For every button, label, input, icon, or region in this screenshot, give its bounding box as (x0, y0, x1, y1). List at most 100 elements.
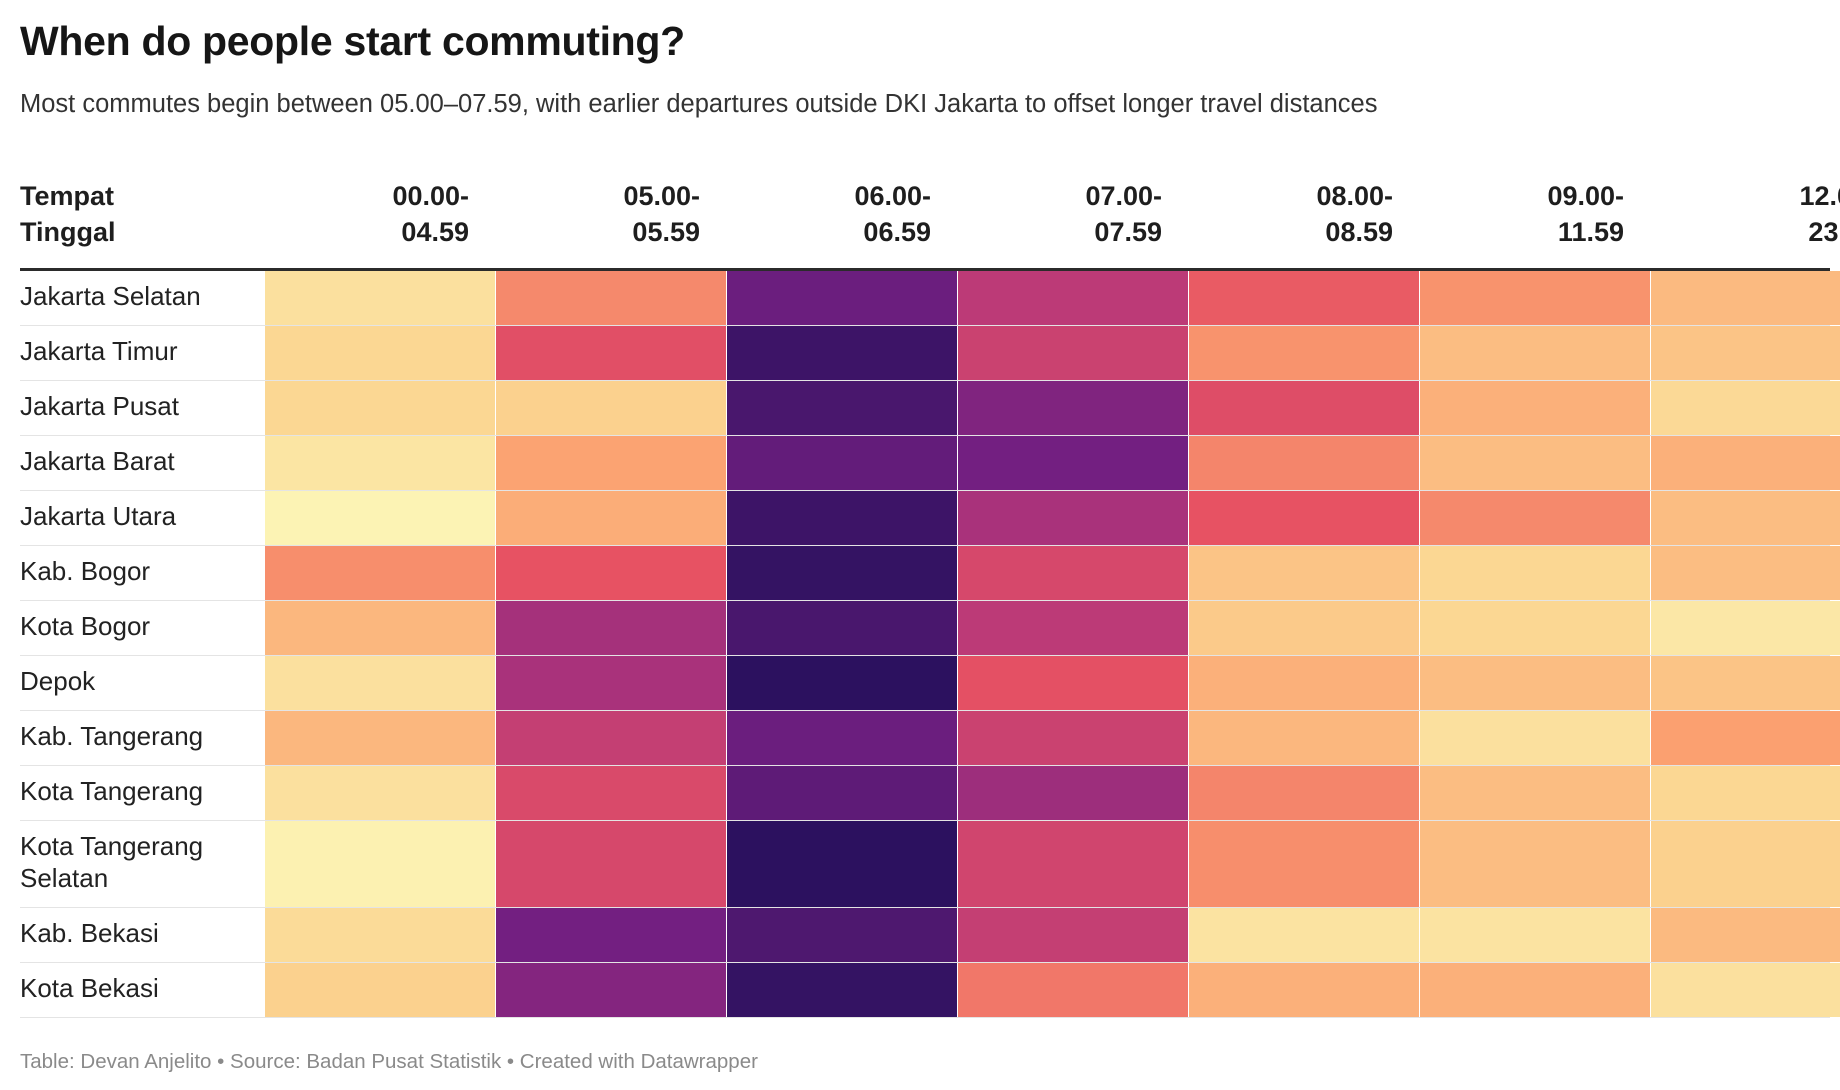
heat-cell (727, 601, 957, 655)
heat-cell (958, 271, 1188, 325)
table-row: Depok (20, 656, 1840, 711)
column-header: 00.00- 04.59 (392, 181, 469, 247)
row-label: Kab. Tangerang (20, 721, 204, 751)
heat-cell (727, 326, 957, 380)
heat-cell (1189, 381, 1419, 435)
row-label: Kota Bekasi (20, 973, 159, 1003)
heat-cell (1189, 491, 1419, 545)
heat-cell (1651, 821, 1840, 907)
heat-cell (1651, 656, 1840, 710)
row-label: Depok (20, 666, 96, 696)
table-row: Jakarta Timur (20, 326, 1840, 381)
heat-cell (1420, 656, 1650, 710)
heat-cell (265, 908, 495, 962)
heat-cell (958, 326, 1188, 380)
heat-cell (1651, 436, 1840, 490)
heat-cell (496, 963, 726, 1017)
heat-cell (1420, 271, 1650, 325)
heat-cell (1420, 326, 1650, 380)
heat-cell (265, 821, 495, 907)
column-header: 07.00- 07.59 (1085, 181, 1162, 247)
heat-cell (1651, 381, 1840, 435)
chart-title: When do people start commuting? (20, 18, 685, 64)
heat-cell (727, 766, 957, 820)
heat-cell (265, 271, 495, 325)
heat-cell (265, 491, 495, 545)
heat-cell (1651, 908, 1840, 962)
heatmap-table: Tempat Tinggal 00.00- 04.59 05.00- 05.59 0… (20, 178, 1840, 1018)
column-header: 05.00- 05.59 (623, 181, 700, 247)
heat-cell (265, 656, 495, 710)
heat-cell (1189, 436, 1419, 490)
row-label: Jakarta Pusat (20, 391, 179, 421)
heat-cell (1189, 546, 1419, 600)
heat-cell (958, 491, 1188, 545)
heat-cell (727, 711, 957, 765)
heat-cell (958, 436, 1188, 490)
column-header: 09.00- 11.59 (1547, 181, 1624, 247)
heat-cell (1189, 656, 1419, 710)
heat-cell (1420, 908, 1650, 962)
column-header: 12.00- 23.59 (1799, 181, 1840, 247)
heat-cell (1651, 491, 1840, 545)
heat-cell (265, 326, 495, 380)
row-label: Jakarta Timur (20, 336, 178, 366)
heat-cell (496, 491, 726, 545)
heat-cell (1420, 601, 1650, 655)
heat-cell (1420, 546, 1650, 600)
heat-cell (1420, 963, 1650, 1017)
heat-cell (496, 766, 726, 820)
heat-cell (727, 656, 957, 710)
heat-cell (496, 381, 726, 435)
heat-cell (727, 546, 957, 600)
row-label: Jakarta Utara (20, 501, 177, 531)
heat-cell (496, 656, 726, 710)
table-row: Jakarta Utara (20, 491, 1840, 546)
heat-cell (727, 491, 957, 545)
table-row: Kab. Tangerang (20, 711, 1840, 766)
heat-cell (1420, 491, 1650, 545)
heat-cell (265, 766, 495, 820)
heat-cell (1420, 436, 1650, 490)
column-header: 06.00- 06.59 (854, 181, 931, 247)
table-row: Kota Bogor (20, 601, 1840, 656)
heat-cell (958, 821, 1188, 907)
table-row: Kab. Bogor (20, 546, 1840, 601)
table-row: Jakarta Pusat (20, 381, 1840, 436)
heat-cell (1189, 766, 1419, 820)
heat-cell (1189, 601, 1419, 655)
heat-cell (265, 381, 495, 435)
row-label: Jakarta Selatan (20, 281, 201, 311)
heat-cell (1651, 546, 1840, 600)
heat-cell (958, 656, 1188, 710)
heat-cell (496, 908, 726, 962)
heat-cell (727, 381, 957, 435)
heat-cell (1420, 381, 1650, 435)
heat-cell (1651, 963, 1840, 1017)
heat-cell (496, 546, 726, 600)
heat-cell (958, 546, 1188, 600)
heat-cell (958, 766, 1188, 820)
heat-cell (727, 908, 957, 962)
table-header: Tempat Tinggal 00.00- 04.59 05.00- 05.59 0… (20, 178, 1840, 271)
row-label: Kota Tangerang (20, 776, 204, 806)
row-label: Jakarta Barat (20, 446, 175, 476)
heat-cell (496, 326, 726, 380)
heat-cell (496, 711, 726, 765)
heat-cell (1651, 766, 1840, 820)
row-label: Kab. Bogor (20, 556, 151, 586)
heat-cell (1189, 711, 1419, 765)
row-label: Kota Bogor (20, 611, 151, 641)
heat-cell (1189, 271, 1419, 325)
heat-cell (1651, 711, 1840, 765)
heat-cell (265, 436, 495, 490)
row-label: Kota Tangerang Selatan (20, 831, 204, 893)
heat-cell (958, 601, 1188, 655)
table-row: Kab. Bekasi (20, 908, 1840, 963)
heat-cell (958, 381, 1188, 435)
heat-cell (1189, 326, 1419, 380)
heat-cell (1189, 821, 1419, 907)
heat-cell (958, 711, 1188, 765)
row-header-label: Tempat Tinggal (20, 181, 116, 247)
table-row: Kota Tangerang (20, 766, 1840, 821)
